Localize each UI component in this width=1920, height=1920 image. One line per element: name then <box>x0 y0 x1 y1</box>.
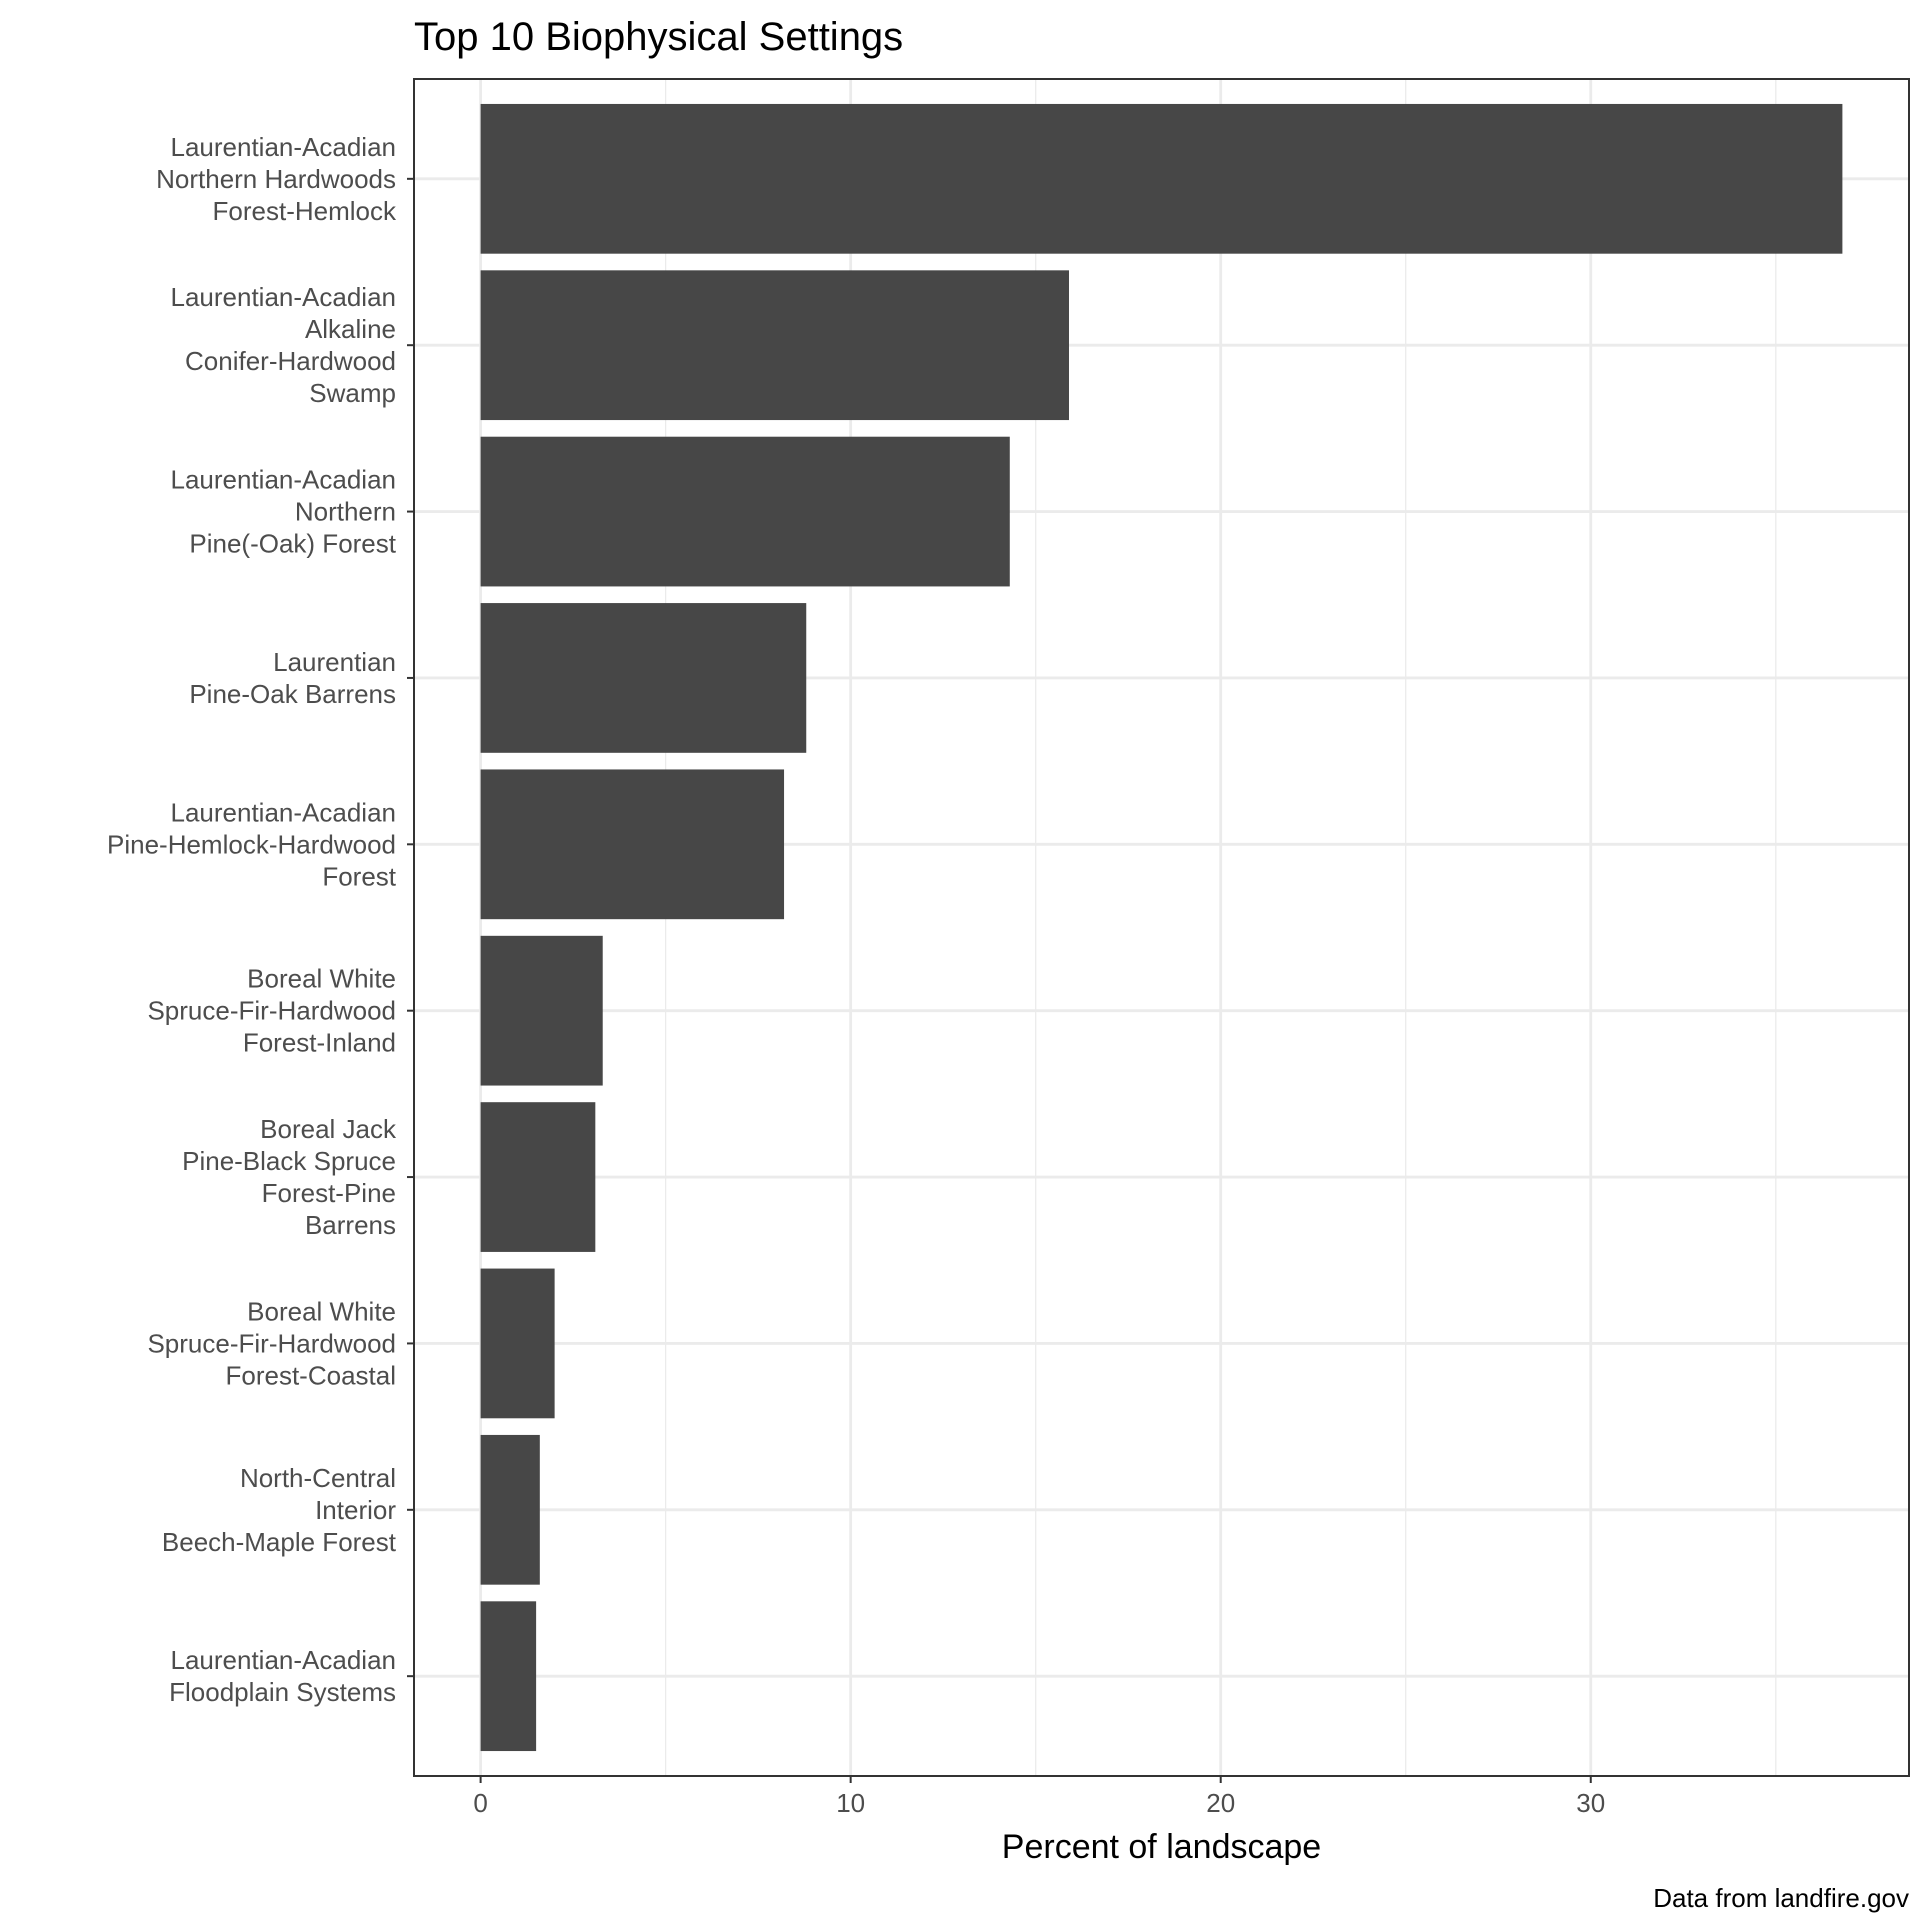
y-tick-label: Laurentian-Acadian Alkaline Conifer-Hardwo… <box>171 282 397 408</box>
bar <box>480 935 603 1086</box>
y-tick-label: Laurentian-Acadian Northern Pine(-Oak) For… <box>171 465 397 559</box>
bar <box>480 769 785 920</box>
bar <box>480 1268 555 1419</box>
x-axis: 0 10 20 30 <box>473 1776 1605 1818</box>
y-tick-label: Laurentian-Acadian Floodplain Systems <box>169 1645 396 1707</box>
bar <box>480 103 1843 254</box>
panel-border <box>413 78 1910 1777</box>
y-tick-label: Boreal Jack Pine-Black Spruce Forest-Pine B… <box>182 1114 397 1240</box>
x-tick-label: 30 <box>1576 1788 1605 1818</box>
y-tick-label: Laurentian-Acadian Northern Hardwoods Fore… <box>156 132 397 226</box>
x-tick-label: 10 <box>836 1788 865 1818</box>
x-axis-label: Percent of landscape <box>1002 1828 1321 1866</box>
bar <box>480 1601 537 1752</box>
bars <box>480 103 1843 1752</box>
x-tick-label: 20 <box>1206 1788 1235 1818</box>
x-tick-label: 0 <box>473 1788 487 1818</box>
chart-caption: Data from landfire.gov <box>1653 1883 1909 1913</box>
y-tick-label: Boreal White Spruce-Fir-Hardwood Forest-In… <box>147 964 396 1058</box>
bar <box>480 603 807 753</box>
bar <box>480 270 1069 421</box>
y-tick-label: Laurentian-Acadian Pine-Hemlock-Hardwood F… <box>107 797 397 891</box>
y-axis: Laurentian-Acadian Northern Hardwoods Fore… <box>107 132 414 1707</box>
bar <box>480 1434 540 1585</box>
chart-title: Top 10 Biophysical Settings <box>414 15 903 59</box>
bar <box>480 436 1010 587</box>
y-tick-label: Laurentian Pine-Oak Barrens <box>189 647 396 709</box>
y-tick-label: Boreal White Spruce-Fir-Hardwood Forest-Co… <box>147 1296 396 1390</box>
y-tick-label: North-Central Interior Beech-Maple Forest <box>162 1463 397 1557</box>
bar <box>480 1102 596 1252</box>
